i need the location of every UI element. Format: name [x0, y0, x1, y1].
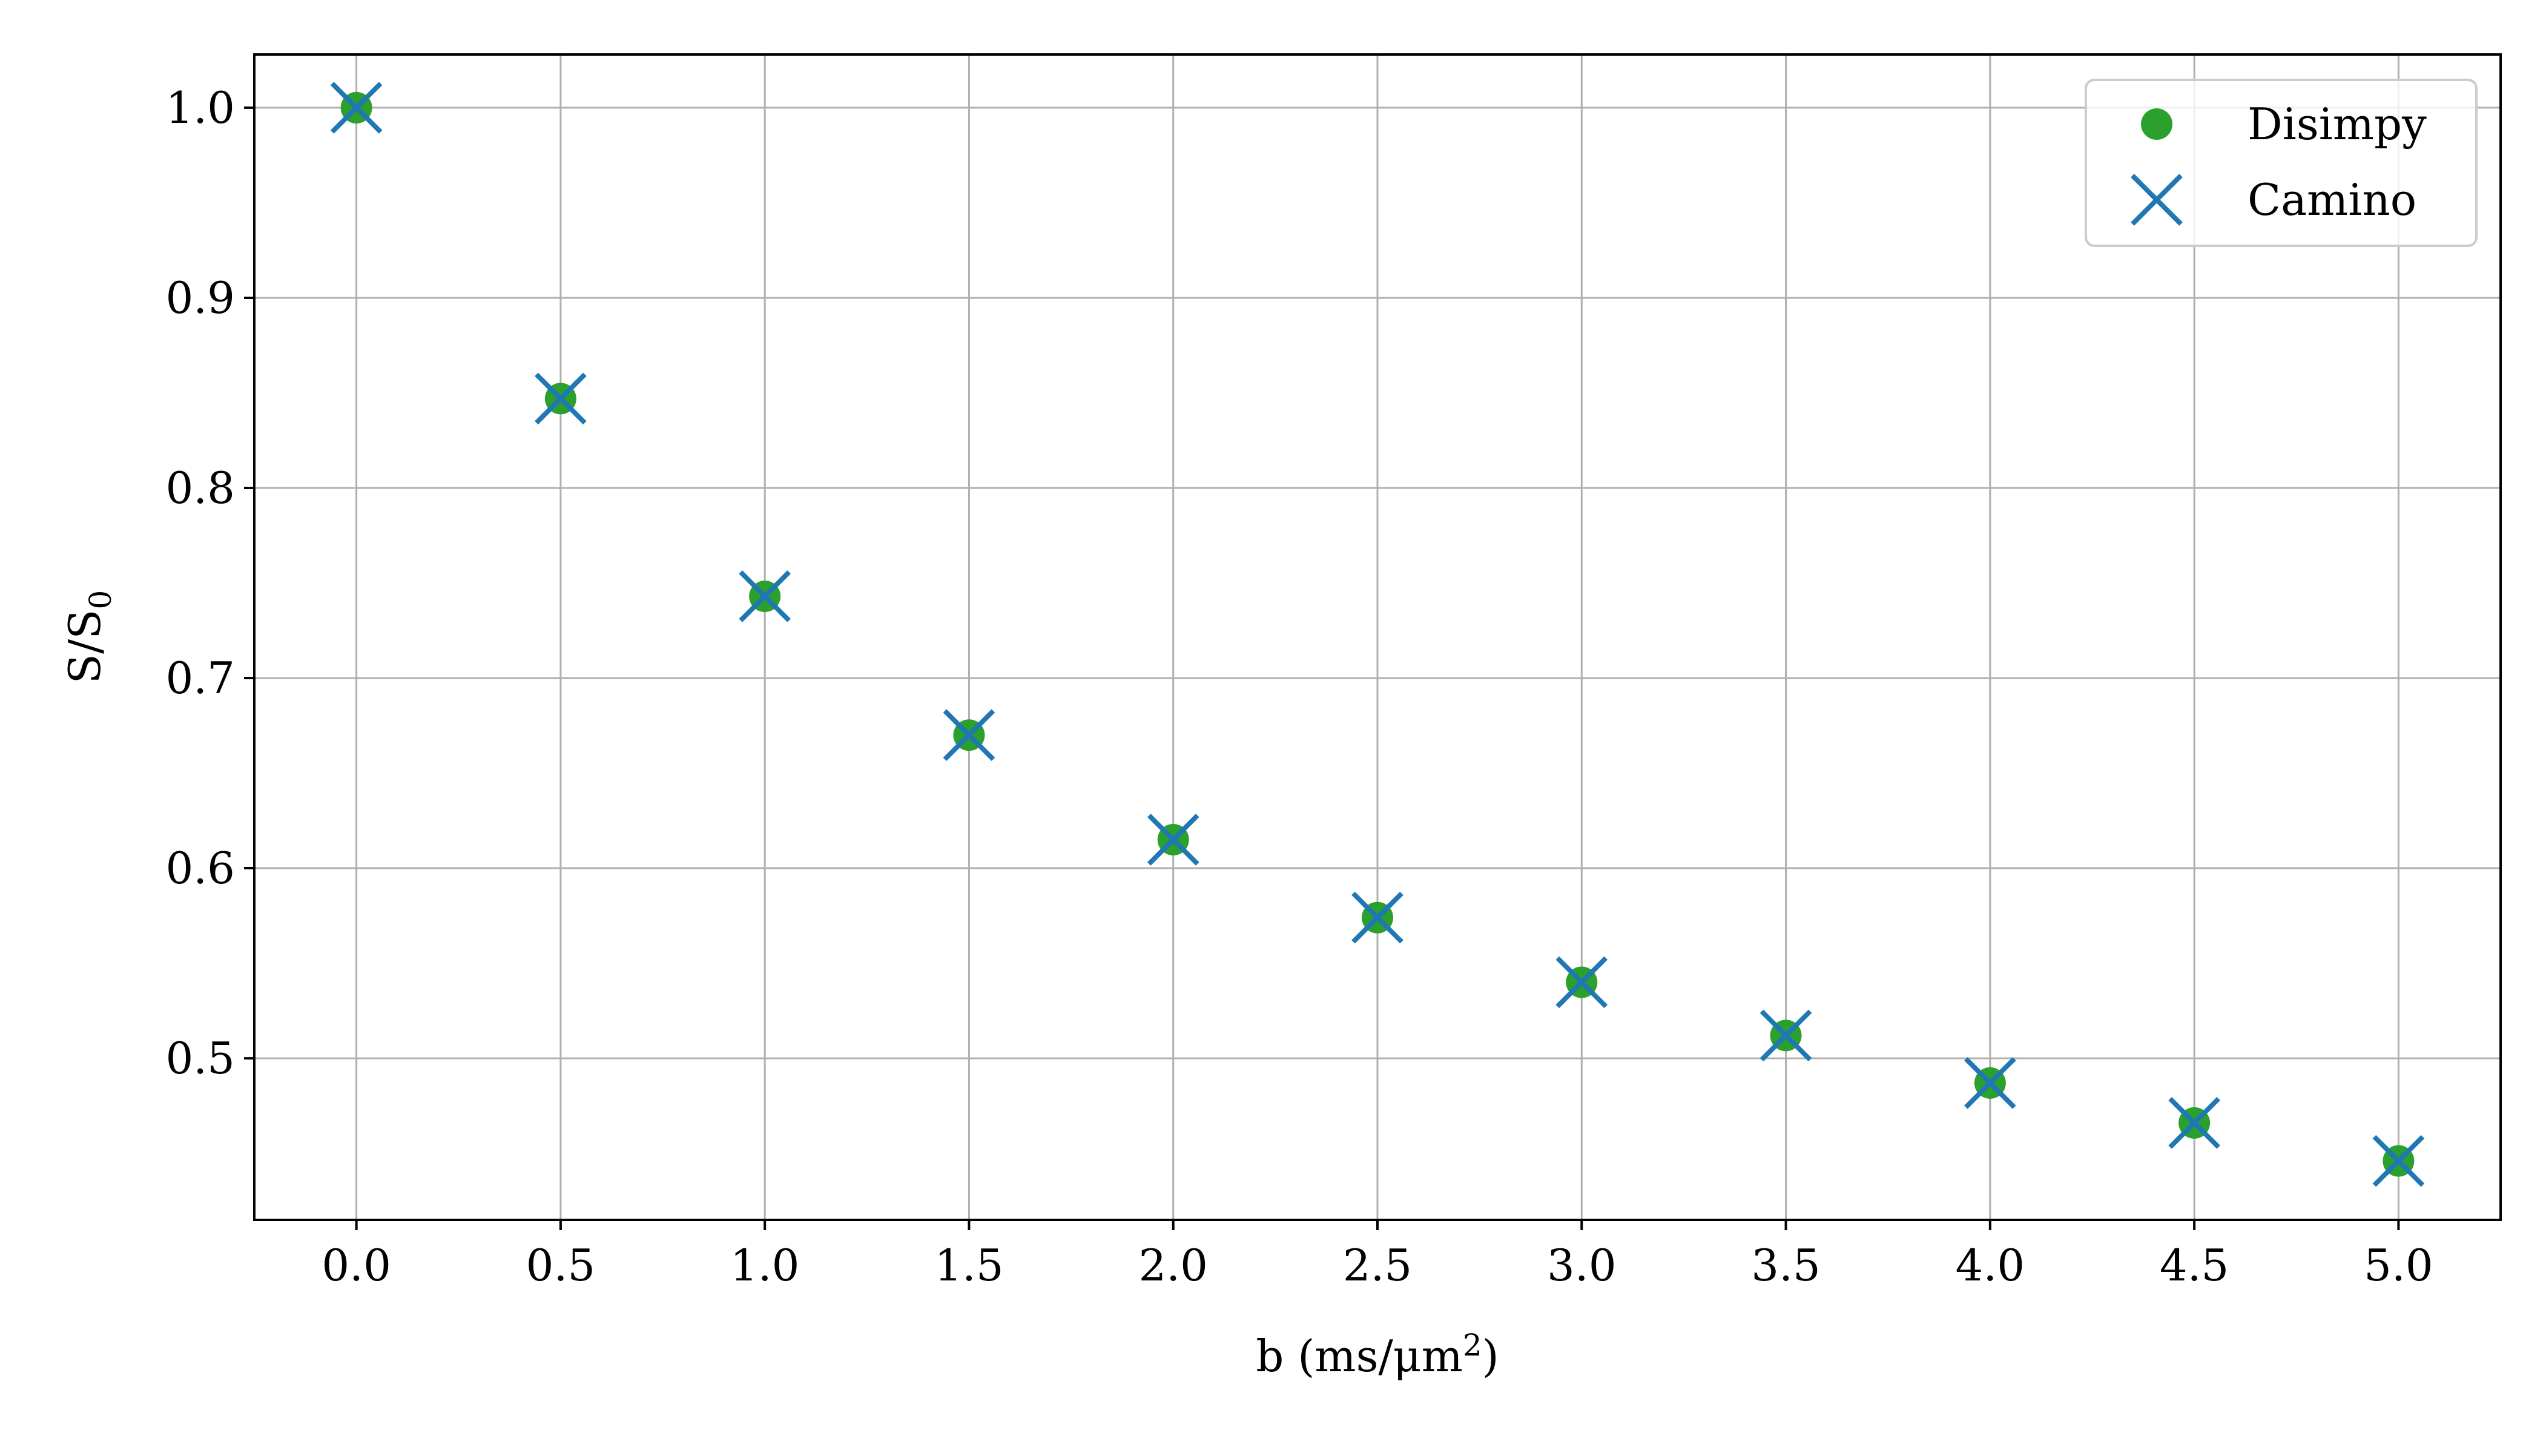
- y-tick-label: 0.9: [165, 272, 235, 323]
- x-tick-label: 0.0: [322, 1240, 391, 1291]
- x-axis-label-superscript: 2: [1463, 1328, 1482, 1363]
- data-point-camino: [1964, 1057, 2016, 1109]
- y-tick-label: 0.6: [165, 843, 235, 894]
- y-tick-label: 0.5: [165, 1033, 235, 1084]
- x-tick-label: 5.0: [2364, 1240, 2433, 1291]
- data-point-camino: [535, 372, 587, 425]
- legend-marker-disimpy: [2141, 108, 2172, 140]
- x-tick-label: 1.0: [730, 1240, 800, 1291]
- x-tick-label: 3.5: [1751, 1240, 1821, 1291]
- series-camino: [330, 82, 2425, 1187]
- data-point-camino: [739, 570, 791, 622]
- legend-label-camino: Camino: [2248, 174, 2416, 225]
- data-point-camino: [943, 709, 995, 762]
- y-tick-label: 0.8: [165, 463, 235, 513]
- y-axis-ticks: 0.5 0.6 0.7 0.8 0.9 1.0: [165, 82, 254, 1084]
- x-tick-label: 4.5: [2160, 1240, 2229, 1291]
- legend-marker-camino: [2131, 174, 2183, 226]
- data-point-camino: [1351, 891, 1403, 944]
- data-point-camino: [1555, 956, 1608, 1009]
- data-point-camino: [1147, 814, 1199, 866]
- legend: Disimpy Camino: [2085, 79, 2478, 247]
- y-tick-label: 1.0: [165, 82, 235, 133]
- x-axis-label-tail: ): [1482, 1331, 1499, 1382]
- legend-label-disimpy: Disimpy: [2248, 99, 2427, 150]
- x-axis-ticks: 0.0 0.5 1.0 1.5 2.0 2.5 3.0 3.5 4.0 4.5 5.0: [322, 1220, 2433, 1291]
- x-axis-label: b (ms/μm2): [1256, 1328, 1499, 1382]
- data-point-camino: [1760, 1009, 1812, 1062]
- data-point-camino: [2168, 1097, 2220, 1149]
- y-axis-label-subscript: 0: [83, 590, 118, 610]
- data-points: [330, 82, 2425, 1187]
- data-point-camino: [2372, 1135, 2425, 1187]
- x-tick-label: 4.0: [1956, 1240, 2025, 1291]
- y-axis-label: S/S0: [59, 590, 118, 684]
- x-tick-label: 1.5: [934, 1240, 1004, 1291]
- data-point-camino: [330, 82, 383, 134]
- x-tick-label: 2.5: [1343, 1240, 1413, 1291]
- x-tick-label: 2.0: [1138, 1240, 1208, 1291]
- grid-lines: [254, 54, 2501, 1220]
- legend-box: [2085, 79, 2478, 247]
- x-tick-label: 0.5: [526, 1240, 596, 1291]
- y-tick-label: 0.7: [165, 653, 235, 703]
- x-tick-label: 3.0: [1547, 1240, 1617, 1291]
